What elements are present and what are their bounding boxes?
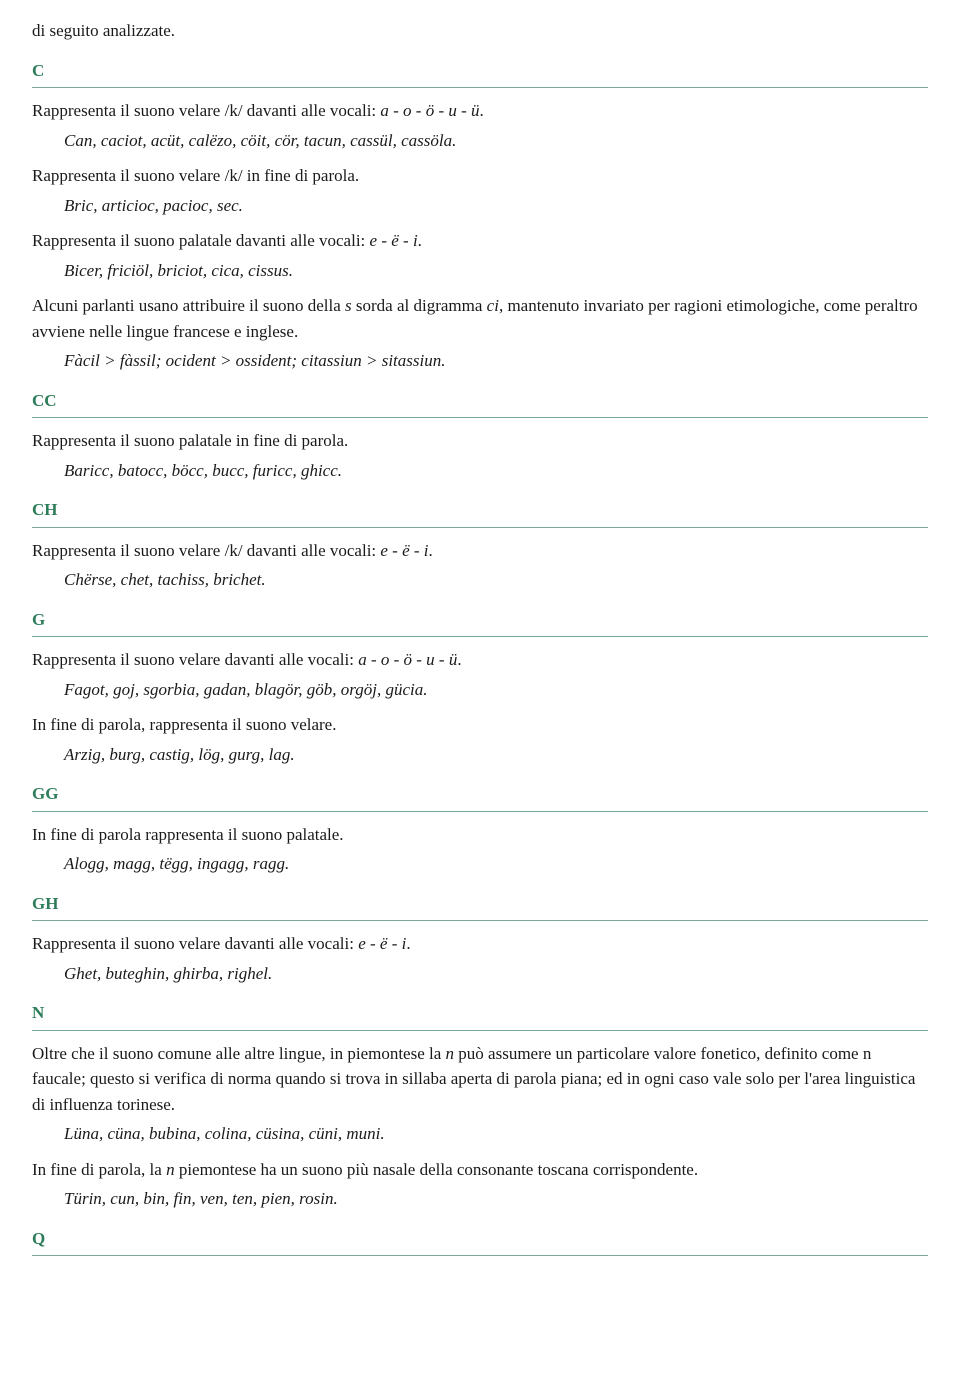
example-c-4: Fàcil > fàssil; ocident > ossident; cita… (64, 348, 928, 374)
rule-n-1: Oltre che il suono comune alle altre lin… (32, 1041, 928, 1118)
example-gh-1: Ghet, buteghin, ghirba, righel. (64, 961, 928, 987)
rule-c-1: Rappresenta il suono velare /k/ davanti … (32, 98, 928, 124)
rule-text: Oltre che il suono comune alle altre lin… (32, 1044, 446, 1063)
rule-text-end: . (429, 541, 433, 560)
italic-n: n (446, 1044, 455, 1063)
rule-c-4: Alcuni parlanti usano attribuire il suon… (32, 293, 928, 344)
heading-c: C (32, 58, 928, 89)
rule-gh-1: Rappresenta il suono velare davanti alle… (32, 931, 928, 957)
rule-text: Rappresenta il suono velare /k/ davanti … (32, 541, 380, 560)
heading-gh: GH (32, 891, 928, 922)
rule-text-end: . (457, 650, 461, 669)
rule-n-2: In fine di parola, la n piemontese ha un… (32, 1157, 928, 1183)
vocals: e - ë - i (380, 541, 428, 560)
rule-text-end: . (418, 231, 422, 250)
rule-text: Alcuni parlanti usano attribuire il suon… (32, 296, 345, 315)
rule-c-3: Rappresenta il suono palatale davanti al… (32, 228, 928, 254)
rule-c-2: Rappresenta il suono velare /k/ in fine … (32, 163, 928, 189)
vocals: a - o - ö - u - ü (380, 101, 479, 120)
rule-gg-1: In fine di parola rappresenta il suono p… (32, 822, 928, 848)
heading-cc: CC (32, 388, 928, 419)
italic-n: n (166, 1160, 175, 1179)
italic-s: s (345, 296, 352, 315)
example-c-1: Can, caciot, acüt, calëzo, cöit, cör, ta… (64, 128, 928, 154)
rule-text-end: . (480, 101, 484, 120)
italic-ci: ci (487, 296, 499, 315)
rule-text: Rappresenta il suono velare davanti alle… (32, 934, 358, 953)
example-n-1: Lüna, cüna, bubina, colina, cüsina, cüni… (64, 1121, 928, 1147)
rule-text: sorda al digramma (352, 296, 487, 315)
vocals: a - o - ö - u - ü (358, 650, 457, 669)
heading-gg: GG (32, 781, 928, 812)
rule-text: Rappresenta il suono velare /k/ davanti … (32, 101, 380, 120)
example-n-2: Türin, cun, bin, fin, ven, ten, pien, ro… (64, 1186, 928, 1212)
rule-text: piemontese ha un suono più nasale della … (175, 1160, 699, 1179)
rule-text-end: . (406, 934, 410, 953)
example-c-2: Bric, articioc, pacioc, sec. (64, 193, 928, 219)
heading-q: Q (32, 1226, 928, 1257)
example-c-3: Bicer, friciöl, briciot, cica, cissus. (64, 258, 928, 284)
example-gg-1: Alogg, magg, tëgg, ingagg, ragg. (64, 851, 928, 877)
example-ch-1: Chërse, chet, tachiss, brichet. (64, 567, 928, 593)
rule-text: Rappresenta il suono palatale davanti al… (32, 231, 370, 250)
example-g-1: Fagot, goj, sgorbia, gadan, blagör, göb,… (64, 677, 928, 703)
rule-text: In fine di parola, la (32, 1160, 166, 1179)
intro-text: di seguito analizzate. (32, 18, 928, 44)
heading-n: N (32, 1000, 928, 1031)
rule-cc-1: Rappresenta il suono palatale in fine di… (32, 428, 928, 454)
vocals: e - ë - i (358, 934, 406, 953)
example-g-2: Arzig, burg, castig, lög, gurg, lag. (64, 742, 928, 768)
rule-text: Rappresenta il suono velare davanti alle… (32, 650, 358, 669)
rule-g-2: In fine di parola, rappresenta il suono … (32, 712, 928, 738)
example-cc-1: Baricc, batocc, böcc, bucc, furicc, ghic… (64, 458, 928, 484)
rule-ch-1: Rappresenta il suono velare /k/ davanti … (32, 538, 928, 564)
rule-g-1: Rappresenta il suono velare davanti alle… (32, 647, 928, 673)
vocals: e - ë - i (370, 231, 418, 250)
heading-ch: CH (32, 497, 928, 528)
heading-g: G (32, 607, 928, 638)
